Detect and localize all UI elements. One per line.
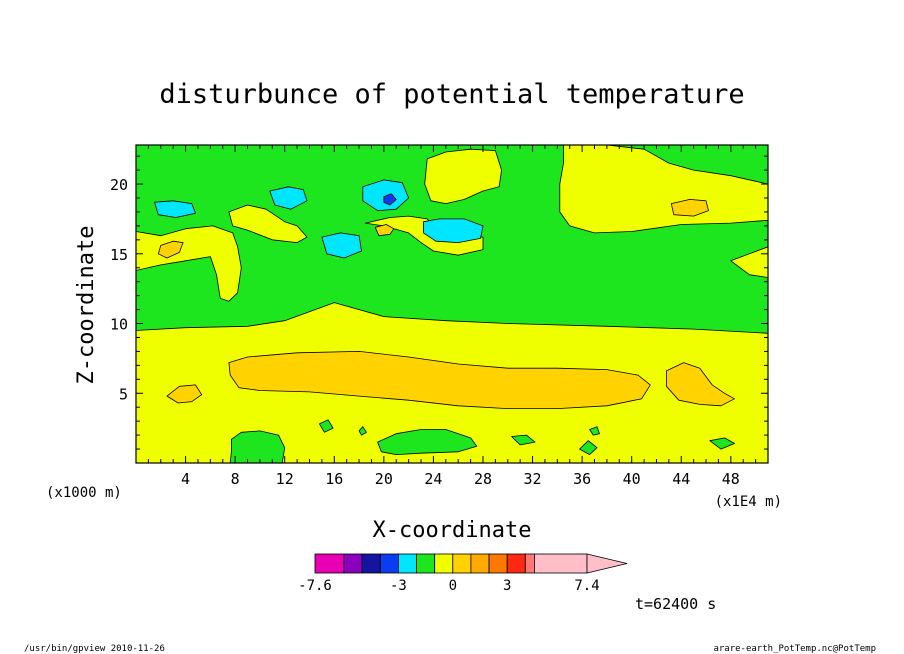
x-unit-left-label: (x1000 m) <box>46 485 122 501</box>
colorbar-label: -3 <box>390 578 407 594</box>
contour-region-3 <box>364 215 484 256</box>
colorbar-segment <box>524 553 535 574</box>
contour-region-18 <box>666 362 735 407</box>
contour-region-12 <box>383 193 397 206</box>
plot-frame <box>135 144 769 464</box>
colorbar-segment <box>397 553 417 574</box>
contour-region-23 <box>579 440 598 456</box>
x-axis-ticks: 4 8 12 16 20 24 28 32 36 40 44 48 <box>147 145 757 488</box>
colorbar-label: 0 <box>449 578 457 594</box>
x-tick-label: 36 <box>573 470 591 488</box>
colorbar-segment <box>314 553 345 574</box>
contour-region-13 <box>157 240 184 259</box>
contour-region-4 <box>424 148 503 205</box>
contour-region-25 <box>358 426 367 436</box>
contour-region-26 <box>589 426 600 436</box>
colorbar-segment <box>534 553 588 574</box>
colorbar-segment <box>506 553 526 574</box>
y-tick-label: 20 <box>110 176 128 194</box>
contour-region-5 <box>559 145 768 234</box>
y-tick-label: 15 <box>110 246 128 264</box>
colorbar-label: -7.6 <box>298 578 332 594</box>
y-tick-label: 5 <box>119 385 128 403</box>
contour-region-8 <box>269 186 308 210</box>
contour-region-7 <box>154 200 196 218</box>
contour-region-6 <box>730 246 768 278</box>
x-axis-label: X-coordinate <box>373 518 532 543</box>
colorbar-labels: -7.6 -3 0 3 7.4 <box>298 578 600 594</box>
colorbar-segment <box>379 553 399 574</box>
time-label: t=62400 s <box>635 595 716 613</box>
x-tick-label: 12 <box>276 470 294 488</box>
contour-region-11 <box>423 218 484 244</box>
x-tick-label: 4 <box>181 470 190 488</box>
colorbar <box>314 553 628 574</box>
colorbar-extend-arrow <box>586 553 628 574</box>
contour-region-22 <box>511 434 536 446</box>
y-axis-label: Z-coordinate <box>74 226 99 385</box>
x-unit-right-label: (x1E4 m) <box>715 494 782 510</box>
colorbar-segment <box>488 553 508 574</box>
contour-region-20 <box>377 429 478 456</box>
x-tick-label: 48 <box>722 470 740 488</box>
colorbar-label: 3 <box>503 578 511 594</box>
footer-command-label: /usr/bin/gpview 2010-11-26 <box>24 644 165 654</box>
contour-region-9 <box>321 232 362 259</box>
x-tick-label: 28 <box>474 470 492 488</box>
contour-region-10 <box>362 179 410 212</box>
contour-fill-layer <box>136 145 768 463</box>
contour-region-19 <box>229 430 286 463</box>
contour-region-21 <box>318 419 334 433</box>
colorbar-segment <box>452 553 472 574</box>
x-tick-label: 24 <box>424 470 442 488</box>
contour-region-2 <box>228 204 308 244</box>
x-tick-label: 8 <box>231 470 240 488</box>
y-axis-ticks: 5 10 15 20 <box>110 155 768 450</box>
colorbar-segment <box>470 553 490 574</box>
colorbar-label: 7.4 <box>574 578 599 594</box>
contour-region-15 <box>670 198 709 217</box>
footer-file-label: arare-earth_PotTemp.nc@PotTemp <box>713 644 876 654</box>
x-tick-label: 44 <box>672 470 690 488</box>
y-tick-label: 10 <box>110 316 128 334</box>
contour-region-14 <box>374 224 395 237</box>
colorbar-segment <box>343 553 363 574</box>
x-tick-label: 16 <box>325 470 343 488</box>
x-tick-label: 32 <box>524 470 542 488</box>
contour-region-17 <box>166 384 203 404</box>
contour-region-16 <box>228 350 651 410</box>
colorbar-segment <box>361 553 381 574</box>
x-tick-label: 40 <box>623 470 641 488</box>
colorbar-segment <box>416 553 436 574</box>
colorbar-segment <box>434 553 454 574</box>
x-tick-label: 20 <box>375 470 393 488</box>
contour-region-24 <box>709 437 735 450</box>
chart-title: disturbunce of potential temperature <box>159 79 744 110</box>
